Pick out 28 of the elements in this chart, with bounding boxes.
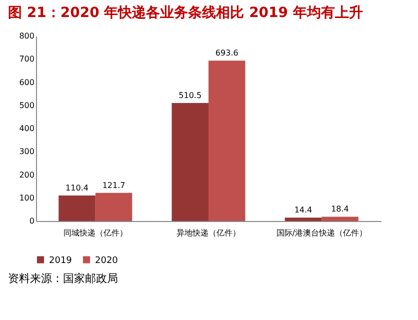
bar bbox=[95, 192, 132, 221]
data-label: 18.4 bbox=[331, 204, 349, 214]
y-tick-label: 800 bbox=[19, 32, 34, 40]
y-tick-label: 700 bbox=[19, 54, 34, 64]
legend-label: 2020 bbox=[95, 256, 118, 266]
bar bbox=[58, 195, 96, 221]
data-label: 510.5 bbox=[178, 90, 202, 100]
data-label: 110.4 bbox=[66, 183, 88, 192]
y-tick-label: 100 bbox=[19, 193, 34, 202]
bar bbox=[172, 102, 208, 221]
y-tick-label: 400 bbox=[19, 124, 34, 133]
bar bbox=[322, 216, 358, 221]
chart-title: 图 21：2020 年快递各业务条线相比 2019 年均有上升 bbox=[8, 4, 363, 21]
text: 资料来源：国家邮政局 bbox=[8, 272, 118, 285]
x-tick-label: 异地快递（亿件） bbox=[176, 228, 240, 238]
y-tick-label: 300 bbox=[19, 147, 34, 156]
y-tick-label: 200 bbox=[19, 170, 34, 180]
y-tick-label: 600 bbox=[19, 78, 34, 87]
x-tick-label: 国际/港澳台快递（亿件） bbox=[276, 228, 367, 238]
y-tick-label: 0 bbox=[29, 216, 34, 226]
legend-label: 2019 bbox=[49, 256, 72, 266]
data-label: 14.4 bbox=[294, 206, 312, 215]
bar bbox=[208, 60, 246, 221]
bar bbox=[284, 218, 322, 221]
data-label: 121.7 bbox=[102, 180, 126, 190]
data-label: 693.6 bbox=[215, 48, 238, 58]
x-tick-label: 同城快递（亿件） bbox=[63, 228, 128, 238]
y-tick-label: 500 bbox=[19, 100, 34, 110]
